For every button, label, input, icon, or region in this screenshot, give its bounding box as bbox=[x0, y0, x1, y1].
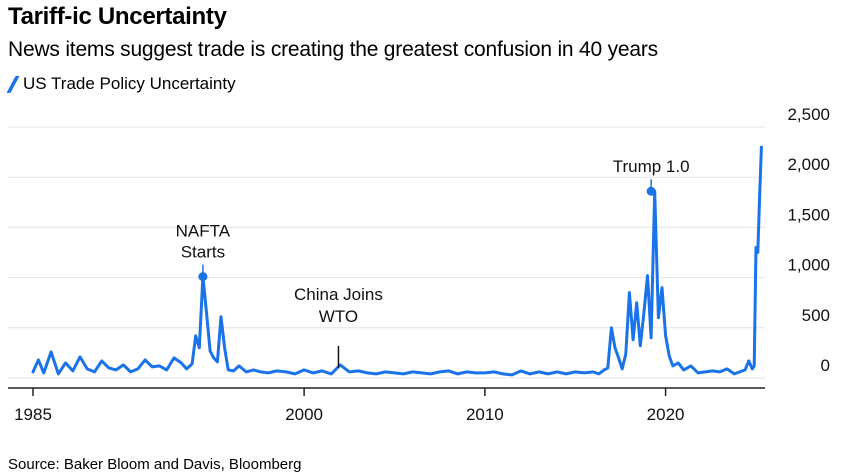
annotation-label: WTO bbox=[319, 307, 358, 326]
annotation-label: Trump 1.0 bbox=[613, 157, 690, 176]
series-line bbox=[31, 145, 763, 377]
y-tick-label: 500 bbox=[802, 306, 830, 325]
chart-subtitle: News items suggest trade is creating the… bbox=[8, 38, 658, 61]
annotation-label: Starts bbox=[181, 243, 225, 262]
legend-label: US Trade Policy Uncertainty bbox=[23, 74, 236, 93]
annotation-label: China Joins bbox=[294, 285, 383, 304]
y-tick-label: 1,500 bbox=[787, 205, 830, 224]
x-tick-label: 2020 bbox=[647, 405, 685, 424]
legend: US Trade Policy Uncertainty bbox=[6, 74, 236, 94]
annotation-label: NAFTA bbox=[176, 222, 231, 241]
x-tick-label: 2010 bbox=[466, 405, 504, 424]
y-tick-label: 1,000 bbox=[787, 256, 830, 275]
x-tick-label: 2000 bbox=[285, 405, 323, 424]
chart-title: Tariff-ic Uncertainty bbox=[8, 3, 227, 30]
x-tick-label: 1985 bbox=[14, 405, 52, 424]
source-note: Source: Baker Bloom and Davis, Bloomberg bbox=[8, 456, 302, 473]
y-tick-label: 2,500 bbox=[787, 105, 830, 124]
y-tick-label: 2,000 bbox=[787, 155, 830, 174]
y-tick-label: 0 bbox=[821, 356, 830, 375]
